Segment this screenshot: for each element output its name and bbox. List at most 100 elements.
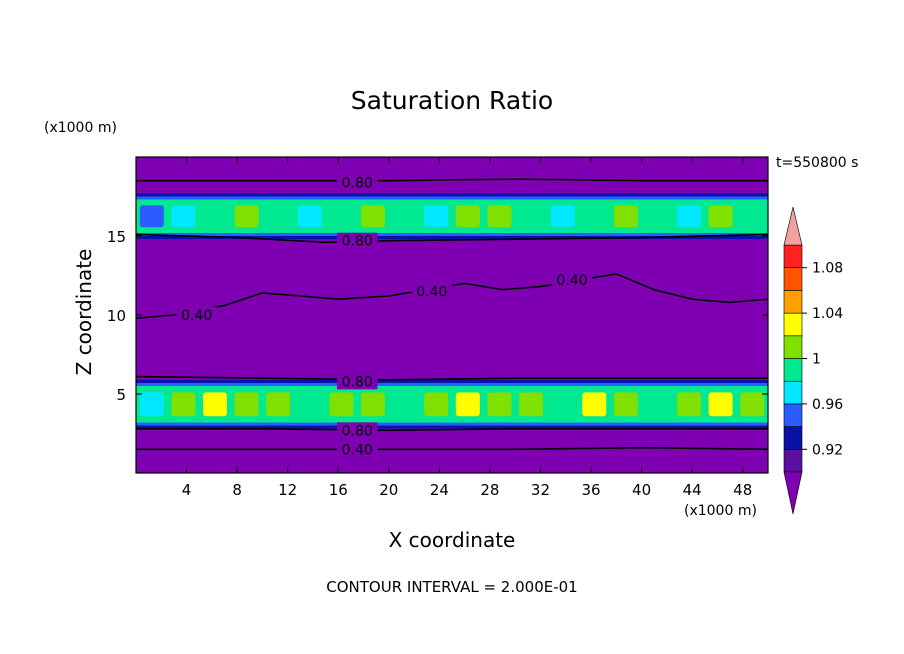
y-axis: 5 10 15 <box>107 228 768 404</box>
x-tick-label: 36 <box>581 481 600 499</box>
band-cell <box>740 392 765 417</box>
y-tick-label: 5 <box>116 386 126 404</box>
colorbar-swatch <box>783 335 803 359</box>
x-axis: 4 8 12 16 20 24 28 32 36 40 44 48 <box>182 157 752 499</box>
contour-line <box>136 446 768 451</box>
x-tick-label: 4 <box>182 481 192 499</box>
contour-label-bg <box>337 422 378 439</box>
x-tick-label: 32 <box>531 481 550 499</box>
contour-label: 0.40 <box>416 284 447 300</box>
contour-label: 0.80 <box>342 423 373 439</box>
band-cell <box>234 392 259 417</box>
colorbar-under-arrow <box>783 471 803 515</box>
x-tick-label: 12 <box>278 481 297 499</box>
band-cell <box>202 392 228 417</box>
colorbar-over-arrow <box>783 206 803 246</box>
colorbar-tick-label: 1.04 <box>812 306 843 322</box>
x-tick-label: 40 <box>632 481 651 499</box>
colorbar-swatch <box>783 448 803 473</box>
band-cell <box>424 392 449 417</box>
band-cell <box>676 205 702 228</box>
x-tick-label: 48 <box>733 481 752 499</box>
colorbar-tick-label: 0.96 <box>812 397 843 413</box>
band-cell <box>297 205 322 228</box>
band-cell <box>582 392 607 417</box>
band-cell <box>266 392 291 417</box>
colorbar-tick-label: 1 <box>812 352 821 368</box>
band-cell <box>613 392 638 417</box>
colorbar-swatch <box>783 358 803 382</box>
contour-line <box>136 178 768 182</box>
band-cell <box>645 205 670 228</box>
band-cell <box>234 205 259 228</box>
contour-label: 0.80 <box>342 175 373 191</box>
band-cell <box>708 205 733 228</box>
contour-label: 0.40 <box>342 442 373 458</box>
saturation-bands <box>136 193 768 429</box>
band-cell <box>518 392 544 417</box>
x-tick-label: 44 <box>683 481 702 499</box>
x-tick-label: 24 <box>430 481 449 499</box>
band-cell <box>518 205 544 228</box>
colorbar-swatch <box>783 403 803 427</box>
band-core-lower <box>136 385 768 423</box>
y-tick-label: 15 <box>107 228 126 246</box>
band-cell <box>740 205 765 228</box>
band-cell <box>297 392 322 417</box>
band-cell <box>139 205 164 228</box>
contour-label-bg <box>337 174 378 191</box>
colorbar: 0.92 0.96 1 1.04 1.08 <box>783 206 843 515</box>
contour-labels: 0.80 0.80 0.40 0.40 0.40 0.80 0.80 0.40 <box>176 174 593 458</box>
contour-label-bg <box>176 307 217 323</box>
band-cell <box>708 392 733 417</box>
band-cell <box>392 392 417 417</box>
contour-label-bg <box>337 441 378 458</box>
band-cell <box>171 205 196 228</box>
colorbar-tick-label: 0.92 <box>812 442 843 458</box>
contour-label: 0.80 <box>342 234 373 250</box>
band-cell <box>139 392 164 417</box>
x-tick-label: 20 <box>379 481 398 499</box>
x-tick-label: 28 <box>480 481 499 499</box>
contour-label: 0.40 <box>556 273 587 289</box>
colorbar-swatch <box>783 244 803 269</box>
band-cell <box>360 205 386 228</box>
chart-title: Saturation Ratio <box>350 86 554 115</box>
band-cell <box>582 205 607 228</box>
band-cell <box>266 205 291 228</box>
x-axis-label: X coordinate <box>388 528 516 552</box>
band-cell <box>455 392 480 417</box>
band-cell <box>455 205 480 228</box>
x-tick-label: 16 <box>329 481 348 499</box>
contour-label: 0.40 <box>181 308 212 324</box>
band-cell <box>676 392 702 417</box>
contour-line <box>136 273 768 319</box>
contour-line <box>136 233 768 244</box>
contour-interval-note: CONTOUR INTERVAL = 2.000E-01 <box>326 578 578 596</box>
contour-lines <box>136 178 768 451</box>
y-axis-unit: (x1000 m) <box>44 120 117 136</box>
band-cell <box>613 205 638 228</box>
colorbar-swatch <box>783 312 803 337</box>
band-cell <box>392 205 417 228</box>
band-cell <box>329 205 354 228</box>
band-cell <box>487 205 512 228</box>
contour-label-bg <box>551 272 593 289</box>
band-cell <box>645 392 670 417</box>
x-axis-unit: (x1000 m) <box>684 503 757 519</box>
y-tick-label: 10 <box>107 307 126 325</box>
band-cell <box>329 392 354 417</box>
contour-label-bg <box>337 373 378 390</box>
colorbar-swatch <box>783 290 803 314</box>
band-core-upper <box>136 199 768 233</box>
band-cell <box>550 392 575 417</box>
band-cell <box>487 392 512 417</box>
colorbar-swatch <box>783 380 803 405</box>
band-cell <box>360 392 386 417</box>
contour-line <box>136 428 768 432</box>
y-axis-label: Z coordinate <box>72 248 96 376</box>
band-cell <box>424 205 449 228</box>
contour-line <box>136 375 768 381</box>
colorbar-swatch <box>783 426 803 450</box>
colorbar-tick-label: 1.08 <box>812 261 843 277</box>
